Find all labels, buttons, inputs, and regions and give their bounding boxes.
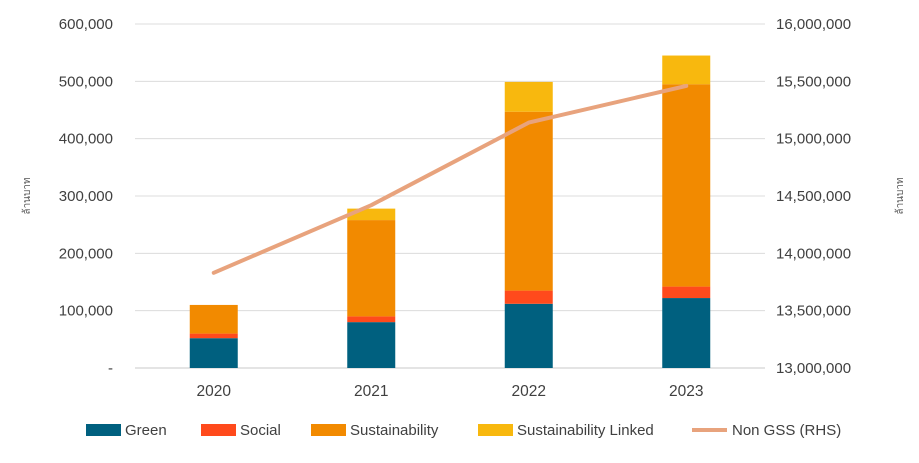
bar-social xyxy=(347,316,396,323)
left-tick-label: 100,000 xyxy=(59,303,113,320)
bar-sustainability-linked xyxy=(662,55,711,85)
left-tick-label: 400,000 xyxy=(59,131,113,148)
legend-label: Green xyxy=(125,422,167,439)
bar-green xyxy=(347,322,396,368)
gridlines xyxy=(135,23,765,369)
right-tick-label: 13,500,000 xyxy=(776,303,851,320)
legend-swatch xyxy=(86,424,121,436)
left-tick-label: 500,000 xyxy=(59,73,113,90)
right-tick-label: 15,000,000 xyxy=(776,131,851,148)
bar-social xyxy=(662,286,711,299)
legend-label: Sustainability Linked xyxy=(517,422,654,439)
non-gss-line xyxy=(211,83,689,275)
left-tick-label: 300,000 xyxy=(59,188,113,205)
bar-green xyxy=(504,303,553,368)
bar-sustainability-linked xyxy=(347,208,396,221)
bar-green xyxy=(662,298,711,368)
category-axis: 2020 2021 2022 2023 xyxy=(197,383,704,400)
bar-social xyxy=(189,333,238,339)
bar-sustainability xyxy=(662,84,711,287)
legend-swatch xyxy=(478,424,513,436)
bar-green xyxy=(189,338,238,368)
legend: Green Social Sustainability Sustainability … xyxy=(86,422,841,439)
left-tick-label: - xyxy=(108,360,113,377)
left-tick-label: 600,000 xyxy=(59,16,113,33)
right-axis-ticks: 13,000,000 13,500,000 14,000,000 14,500,000… xyxy=(776,16,851,377)
bar-sustainability-linked xyxy=(504,81,553,112)
bar-sustainability xyxy=(347,220,396,317)
legend-swatch xyxy=(201,424,236,436)
bar-sustainability xyxy=(189,304,238,334)
left-tick-label: 200,000 xyxy=(59,245,113,262)
right-tick-label: 13,000,000 xyxy=(776,360,851,377)
bar-sustainability xyxy=(504,111,553,291)
category-label: 2023 xyxy=(669,383,703,400)
category-label: 2021 xyxy=(354,383,388,400)
bar-stacks xyxy=(189,55,711,368)
right-tick-label: 14,500,000 xyxy=(776,188,851,205)
left-axis-title: ล้านบาท xyxy=(21,177,33,214)
legend-swatch xyxy=(311,424,346,436)
right-tick-label: 16,000,000 xyxy=(776,16,851,33)
category-label: 2022 xyxy=(512,383,546,400)
legend-label: Social xyxy=(240,422,281,439)
category-label: 2020 xyxy=(197,383,232,400)
right-axis-title: ล้านบาท xyxy=(894,177,906,214)
right-tick-label: 15,500,000 xyxy=(776,73,851,90)
left-axis-ticks: - 100,000 200,000 300,000 400,000 500,000 600,… xyxy=(59,16,113,377)
right-tick-label: 14,000,000 xyxy=(776,245,851,262)
bar-social xyxy=(504,290,553,304)
legend-label: Sustainability xyxy=(350,422,439,439)
line-non-gss xyxy=(211,83,689,275)
legend-label: Non GSS (RHS) xyxy=(732,422,841,439)
